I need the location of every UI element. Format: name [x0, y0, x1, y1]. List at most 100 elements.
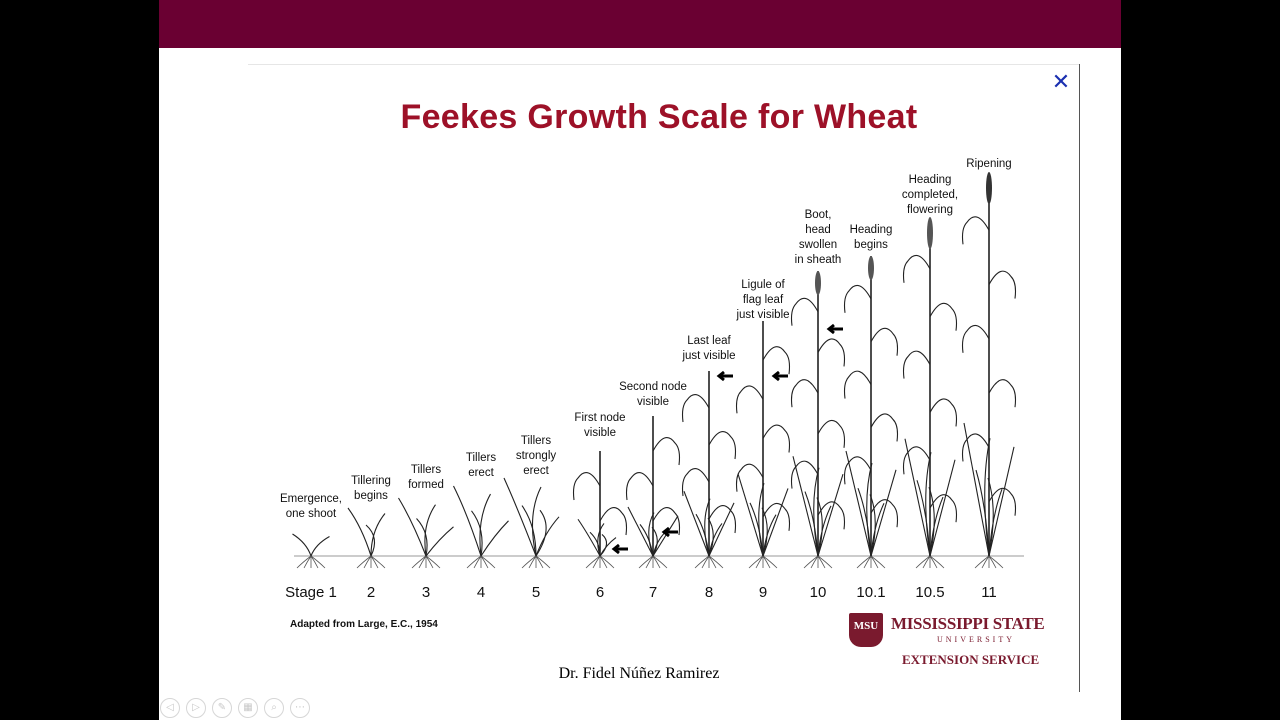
leaf [370, 513, 386, 557]
leaf [902, 254, 931, 283]
more-icon[interactable]: ⋯ [290, 698, 310, 718]
zoom-icon[interactable]: ⌕ [264, 698, 284, 718]
leaf [845, 450, 872, 557]
stage-8-label: 8 [705, 584, 713, 601]
caption-line: Boot, [805, 209, 832, 221]
shield-icon [849, 613, 883, 647]
root [521, 555, 537, 569]
root [585, 555, 601, 569]
root [645, 555, 654, 569]
leaf [735, 463, 764, 492]
leaf [708, 502, 735, 557]
msu-logo: MSU MISSISSIPPI STATE UNIVERSITY EXTENSI… [845, 610, 1045, 670]
leaf [683, 491, 710, 557]
leaf [790, 379, 819, 408]
root [988, 555, 997, 569]
stage-11-plant [843, 256, 899, 569]
stage-6-label: 6 [596, 584, 604, 601]
stage-2-plant [347, 507, 386, 569]
leaf [792, 456, 819, 557]
leaf [929, 494, 958, 523]
root [922, 555, 931, 569]
root [817, 555, 826, 569]
root [870, 555, 886, 569]
stage-4-plant [453, 485, 509, 569]
leaf [625, 472, 654, 501]
slides-icon[interactable]: ▦ [238, 698, 258, 718]
header-bar [159, 0, 1121, 48]
leaf [453, 485, 482, 557]
stage-3-caption: Tillers formed [408, 464, 444, 491]
root [592, 555, 601, 569]
caption-line: just visible [735, 309, 789, 321]
leaf [925, 452, 932, 557]
leaf [599, 507, 628, 536]
leaf [870, 327, 899, 356]
caption-line: begins [854, 239, 888, 251]
arrow-icon [716, 370, 733, 382]
leaf [961, 433, 990, 462]
growth-stage-diagram: Emergence, one shoot Stage 1 Tillering begin… [280, 158, 1024, 601]
root [708, 555, 724, 569]
arrow-icon [826, 323, 843, 335]
wheat-head [868, 256, 874, 280]
caption-line: swollen [799, 239, 837, 251]
root [981, 555, 990, 569]
root [748, 555, 764, 569]
leaf [870, 499, 899, 528]
leaf [961, 216, 990, 245]
root [418, 555, 427, 569]
caption-line: Last leaf [687, 335, 731, 347]
wheat-head [815, 271, 821, 295]
author-name: Dr. Fidel Núñez Ramirez [558, 665, 720, 682]
root [856, 555, 872, 569]
leaf [988, 270, 1017, 299]
leaf [961, 324, 990, 353]
leaf [817, 419, 846, 448]
stage-9-caption: Ligule of flag leaf just visible [735, 279, 789, 321]
caption-line: strongly [516, 450, 557, 462]
next-icon[interactable]: ▷ [186, 698, 206, 718]
slide: ✕ Feekes Growth Scale for Wheat Emergenc… [159, 0, 1121, 720]
root [296, 555, 312, 569]
leaf [652, 507, 681, 536]
close-icon[interactable]: ✕ [1051, 69, 1071, 94]
leaf [762, 502, 791, 531]
stage-6-plant [572, 451, 628, 569]
caption-line: Tillering [351, 475, 391, 487]
leaf [904, 438, 931, 557]
logo-university: UNIVERSITY [937, 635, 1015, 644]
leaf [762, 488, 789, 557]
leaf [790, 297, 819, 326]
leaf [599, 534, 608, 557]
stage-13-plant [961, 172, 1017, 569]
root [929, 555, 945, 569]
root [528, 555, 537, 569]
leaf [627, 506, 654, 557]
root [303, 555, 312, 569]
root [652, 555, 668, 569]
stage-13-label: 11 [981, 584, 997, 601]
leaf [762, 346, 791, 375]
leaf [416, 518, 428, 557]
root [762, 555, 778, 569]
stage-10-plant [790, 271, 846, 569]
caption-line: one shoot [286, 508, 337, 520]
leaf [762, 424, 791, 453]
leaf [531, 486, 542, 557]
stage-4-label: 4 [477, 584, 485, 601]
prev-icon[interactable]: ◁ [160, 698, 180, 718]
stage-1-label: Stage 1 [285, 584, 337, 601]
leaf [843, 370, 872, 399]
caption-line: Ripening [966, 158, 1011, 170]
root [694, 555, 710, 569]
pen-icon[interactable]: ✎ [212, 698, 232, 718]
wheat-head [927, 217, 933, 249]
leaf [425, 526, 454, 557]
stage-5-label: 5 [532, 584, 540, 601]
leaf [708, 431, 737, 460]
leaf [503, 477, 537, 557]
leaf [817, 501, 846, 530]
leaf [535, 516, 560, 557]
arrow-icon [611, 543, 628, 555]
